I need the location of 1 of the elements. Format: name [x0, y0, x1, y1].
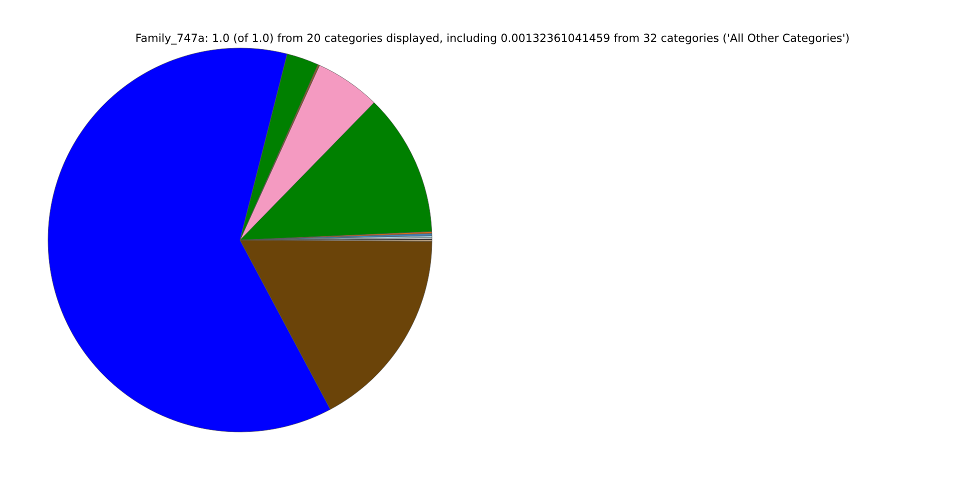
- text: Family_747a: 1.0 (of 1.0) from 20 categories displayed, including 0.00132361041459 from 32 categories ('All Other Categories'): [136, 33, 849, 45]
